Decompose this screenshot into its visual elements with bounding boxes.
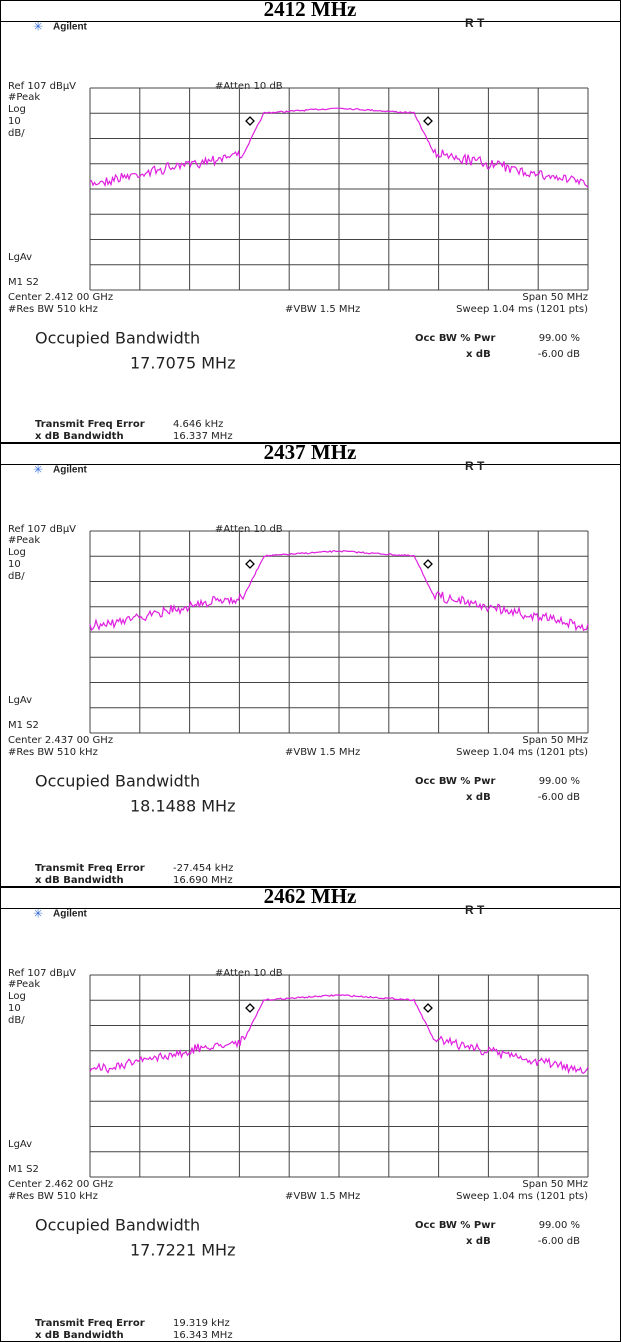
tfe-label: Transmit Freq Error xyxy=(35,1318,145,1329)
atten: #Atten 10 dB xyxy=(215,81,283,92)
det: #Peak xyxy=(8,535,40,546)
ref: Ref 107 dBµV xyxy=(8,968,76,979)
panel-title: 2462 MHz xyxy=(264,884,357,908)
marker-diamond xyxy=(245,559,255,569)
pwr-value: 99.00 % xyxy=(539,1220,580,1231)
pwr-label: Occ BW % Pwr xyxy=(415,776,495,787)
xdb-value: -6.00 dB xyxy=(538,792,580,803)
det: #Peak xyxy=(8,92,40,103)
tfe-label: Transmit Freq Error xyxy=(35,419,145,430)
obw-value: 17.7221 MHz xyxy=(130,1241,235,1260)
center: Center 2.462 00 GHz xyxy=(8,1179,113,1190)
xbw-value: 16.343 MHz xyxy=(173,1330,233,1341)
tfe-value: -27.454 kHz xyxy=(173,863,233,874)
det: #Peak xyxy=(8,979,40,990)
brand: Agilent xyxy=(53,465,88,476)
brand-star: ✳ xyxy=(33,20,43,34)
vbw: #VBW 1.5 MHz xyxy=(285,1191,360,1202)
xdb-label: x dB xyxy=(466,1236,491,1247)
brand: Agilent xyxy=(53,909,88,920)
scale-unit: dB/ xyxy=(8,1015,25,1026)
scale-type: Log xyxy=(8,991,26,1002)
ref: Ref 107 dBµV xyxy=(8,81,76,92)
xbw-value: 16.690 MHz xyxy=(173,875,233,886)
obw-label: Occupied Bandwidth xyxy=(35,1216,200,1235)
xbw-value: 16.337 MHz xyxy=(173,431,233,442)
center: Center 2.412 00 GHz xyxy=(8,292,113,303)
scale-type: Log xyxy=(8,547,26,558)
panel-border xyxy=(0,887,621,1342)
obw-label: Occupied Bandwidth xyxy=(35,329,200,348)
scale-type: Log xyxy=(8,104,26,115)
scale-unit: dB/ xyxy=(8,128,25,139)
tfe-value: 4.646 kHz xyxy=(173,419,223,430)
scale-val: 10 xyxy=(8,559,21,570)
markers: M1 S2 xyxy=(8,1164,39,1175)
sweep: Sweep 1.04 ms (1201 pts) xyxy=(456,1191,588,1202)
spectrum-trace xyxy=(89,994,589,1075)
tfe-label: Transmit Freq Error xyxy=(35,863,145,874)
panel-border xyxy=(0,443,621,887)
brand-star: ✳ xyxy=(33,907,43,921)
vbw: #VBW 1.5 MHz xyxy=(285,747,360,758)
pwr-value: 99.00 % xyxy=(539,333,580,344)
scale-val: 10 xyxy=(8,1003,21,1014)
xbw-label: x dB Bandwidth xyxy=(35,431,124,442)
rbw: #Res BW 510 kHz xyxy=(8,747,98,758)
spectrum-trace xyxy=(89,549,589,632)
tfe-value: 19.319 kHz xyxy=(173,1318,230,1329)
sweep: Sweep 1.04 ms (1201 pts) xyxy=(456,304,588,315)
scale-val: 10 xyxy=(8,116,21,127)
marker-diamond xyxy=(423,1003,433,1013)
markers: M1 S2 xyxy=(8,720,39,731)
sweep: Sweep 1.04 ms (1201 pts) xyxy=(456,747,588,758)
vbw: #VBW 1.5 MHz xyxy=(285,304,360,315)
pwr-value: 99.00 % xyxy=(539,776,580,787)
marker-diamond xyxy=(245,1003,255,1013)
avg: LgAv xyxy=(8,695,32,706)
xdb-value: -6.00 dB xyxy=(538,349,580,360)
atten: #Atten 10 dB xyxy=(215,968,283,979)
obw-value: 18.1488 MHz xyxy=(130,797,235,816)
span: Span 50 MHz xyxy=(522,292,588,303)
center: Center 2.437 00 GHz xyxy=(8,735,113,746)
scale-unit: dB/ xyxy=(8,571,25,582)
avg: LgAv xyxy=(8,1139,32,1150)
ref: Ref 107 dBµV xyxy=(8,524,76,535)
xbw-label: x dB Bandwidth xyxy=(35,1330,124,1341)
obw-value: 17.7075 MHz xyxy=(130,354,235,373)
panel-title: 2412 MHz xyxy=(264,0,357,21)
xbw-label: x dB Bandwidth xyxy=(35,875,124,886)
xdb-value: -6.00 dB xyxy=(538,1236,580,1247)
avg: LgAv xyxy=(8,252,32,263)
panel-title: 2437 MHz xyxy=(264,440,357,464)
marker-diamond xyxy=(245,116,255,126)
rbw: #Res BW 510 kHz xyxy=(8,1191,98,1202)
marker-diamond xyxy=(423,559,433,569)
panel-border xyxy=(0,0,621,443)
atten: #Atten 10 dB xyxy=(215,524,283,535)
brand: Agilent xyxy=(53,22,88,33)
obw-label: Occupied Bandwidth xyxy=(35,772,200,791)
markers: M1 S2 xyxy=(8,277,39,288)
pwr-label: Occ BW % Pwr xyxy=(415,1220,495,1231)
spectrum-trace xyxy=(89,107,589,188)
status: R T xyxy=(465,459,485,473)
rbw: #Res BW 510 kHz xyxy=(8,304,98,315)
span: Span 50 MHz xyxy=(522,1179,588,1190)
brand-star: ✳ xyxy=(33,463,43,477)
status: R T xyxy=(465,16,485,30)
marker-diamond xyxy=(423,116,433,126)
span: Span 50 MHz xyxy=(522,735,588,746)
pwr-label: Occ BW % Pwr xyxy=(415,333,495,344)
xdb-label: x dB xyxy=(466,792,491,803)
xdb-label: x dB xyxy=(466,349,491,360)
status: R T xyxy=(465,903,485,917)
